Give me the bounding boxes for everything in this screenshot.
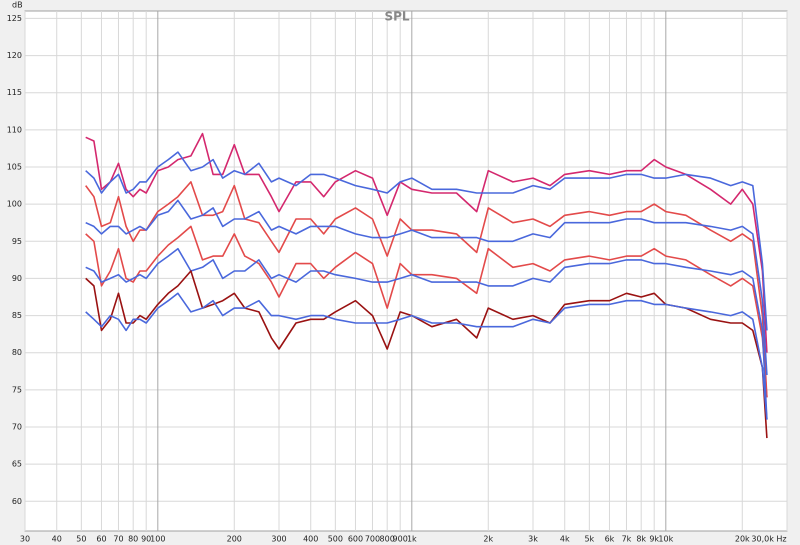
- y-tick-label: 110: [7, 125, 22, 134]
- y-tick-label: 95: [12, 237, 22, 246]
- chart-title: SPL: [384, 10, 409, 24]
- y-tick-label: 100: [7, 200, 22, 209]
- y-tick-label: 65: [12, 460, 22, 469]
- x-tick-label: 10k: [658, 535, 673, 544]
- x-tick-label: 8k: [636, 535, 646, 544]
- x-tick-label: 70: [113, 535, 123, 544]
- y-tick-label: 85: [12, 311, 22, 320]
- x-tick-label: 600: [348, 535, 363, 544]
- response-curve: [85, 247, 768, 420]
- x-tick-label: 800: [380, 535, 395, 544]
- y-tick-label: 60: [12, 497, 22, 506]
- x-tick-label: 2k: [483, 535, 493, 544]
- x-tick-label: 500: [328, 535, 343, 544]
- y-tick-label: 125: [7, 14, 22, 23]
- y-tick-label: 120: [7, 51, 22, 60]
- y-tick-label: 105: [7, 163, 22, 172]
- x-tick-label: 40: [52, 535, 62, 544]
- y-tick-label: 80: [12, 348, 22, 357]
- x-tick-label: 80: [128, 535, 138, 544]
- x-tick-label: 6k: [605, 535, 615, 544]
- x-tick-label: 700: [365, 535, 380, 544]
- x-tick-label: 60: [96, 535, 106, 544]
- x-tick-label: 20k: [735, 535, 750, 544]
- x-tick-label: 7k: [622, 535, 632, 544]
- y-tick-label: 70: [12, 423, 22, 432]
- response-curve: [85, 225, 768, 398]
- x-tick-label: 90: [141, 535, 151, 544]
- x-tick-label: 200: [227, 535, 242, 544]
- x-tick-label: 9k: [649, 535, 659, 544]
- x-tick-label: 1k: [407, 535, 417, 544]
- y-tick-label: 90: [12, 274, 22, 283]
- x-tick-label: 30: [20, 535, 30, 544]
- y-axis-label: dB: [12, 1, 23, 10]
- response-curve: [85, 199, 768, 376]
- x-tick-label: 50: [76, 535, 86, 544]
- response-curve: [85, 132, 768, 353]
- x-tick-label: 5k: [584, 535, 594, 544]
- x-tick-label: 3k: [528, 535, 538, 544]
- y-tick-label: 75: [12, 385, 22, 394]
- x-tick-label: 900: [393, 535, 408, 544]
- x-tick-label: 400: [303, 535, 318, 544]
- x-tick-label: 100: [150, 535, 165, 544]
- response-curve: [85, 151, 768, 331]
- y-tick-label: 115: [7, 88, 22, 97]
- response-curve: [85, 270, 768, 439]
- response-curve: [85, 292, 768, 420]
- x-tick-label: 30,0k Hz: [751, 535, 786, 544]
- x-tick-label: 4k: [560, 535, 570, 544]
- x-tick-label: 300: [271, 535, 286, 544]
